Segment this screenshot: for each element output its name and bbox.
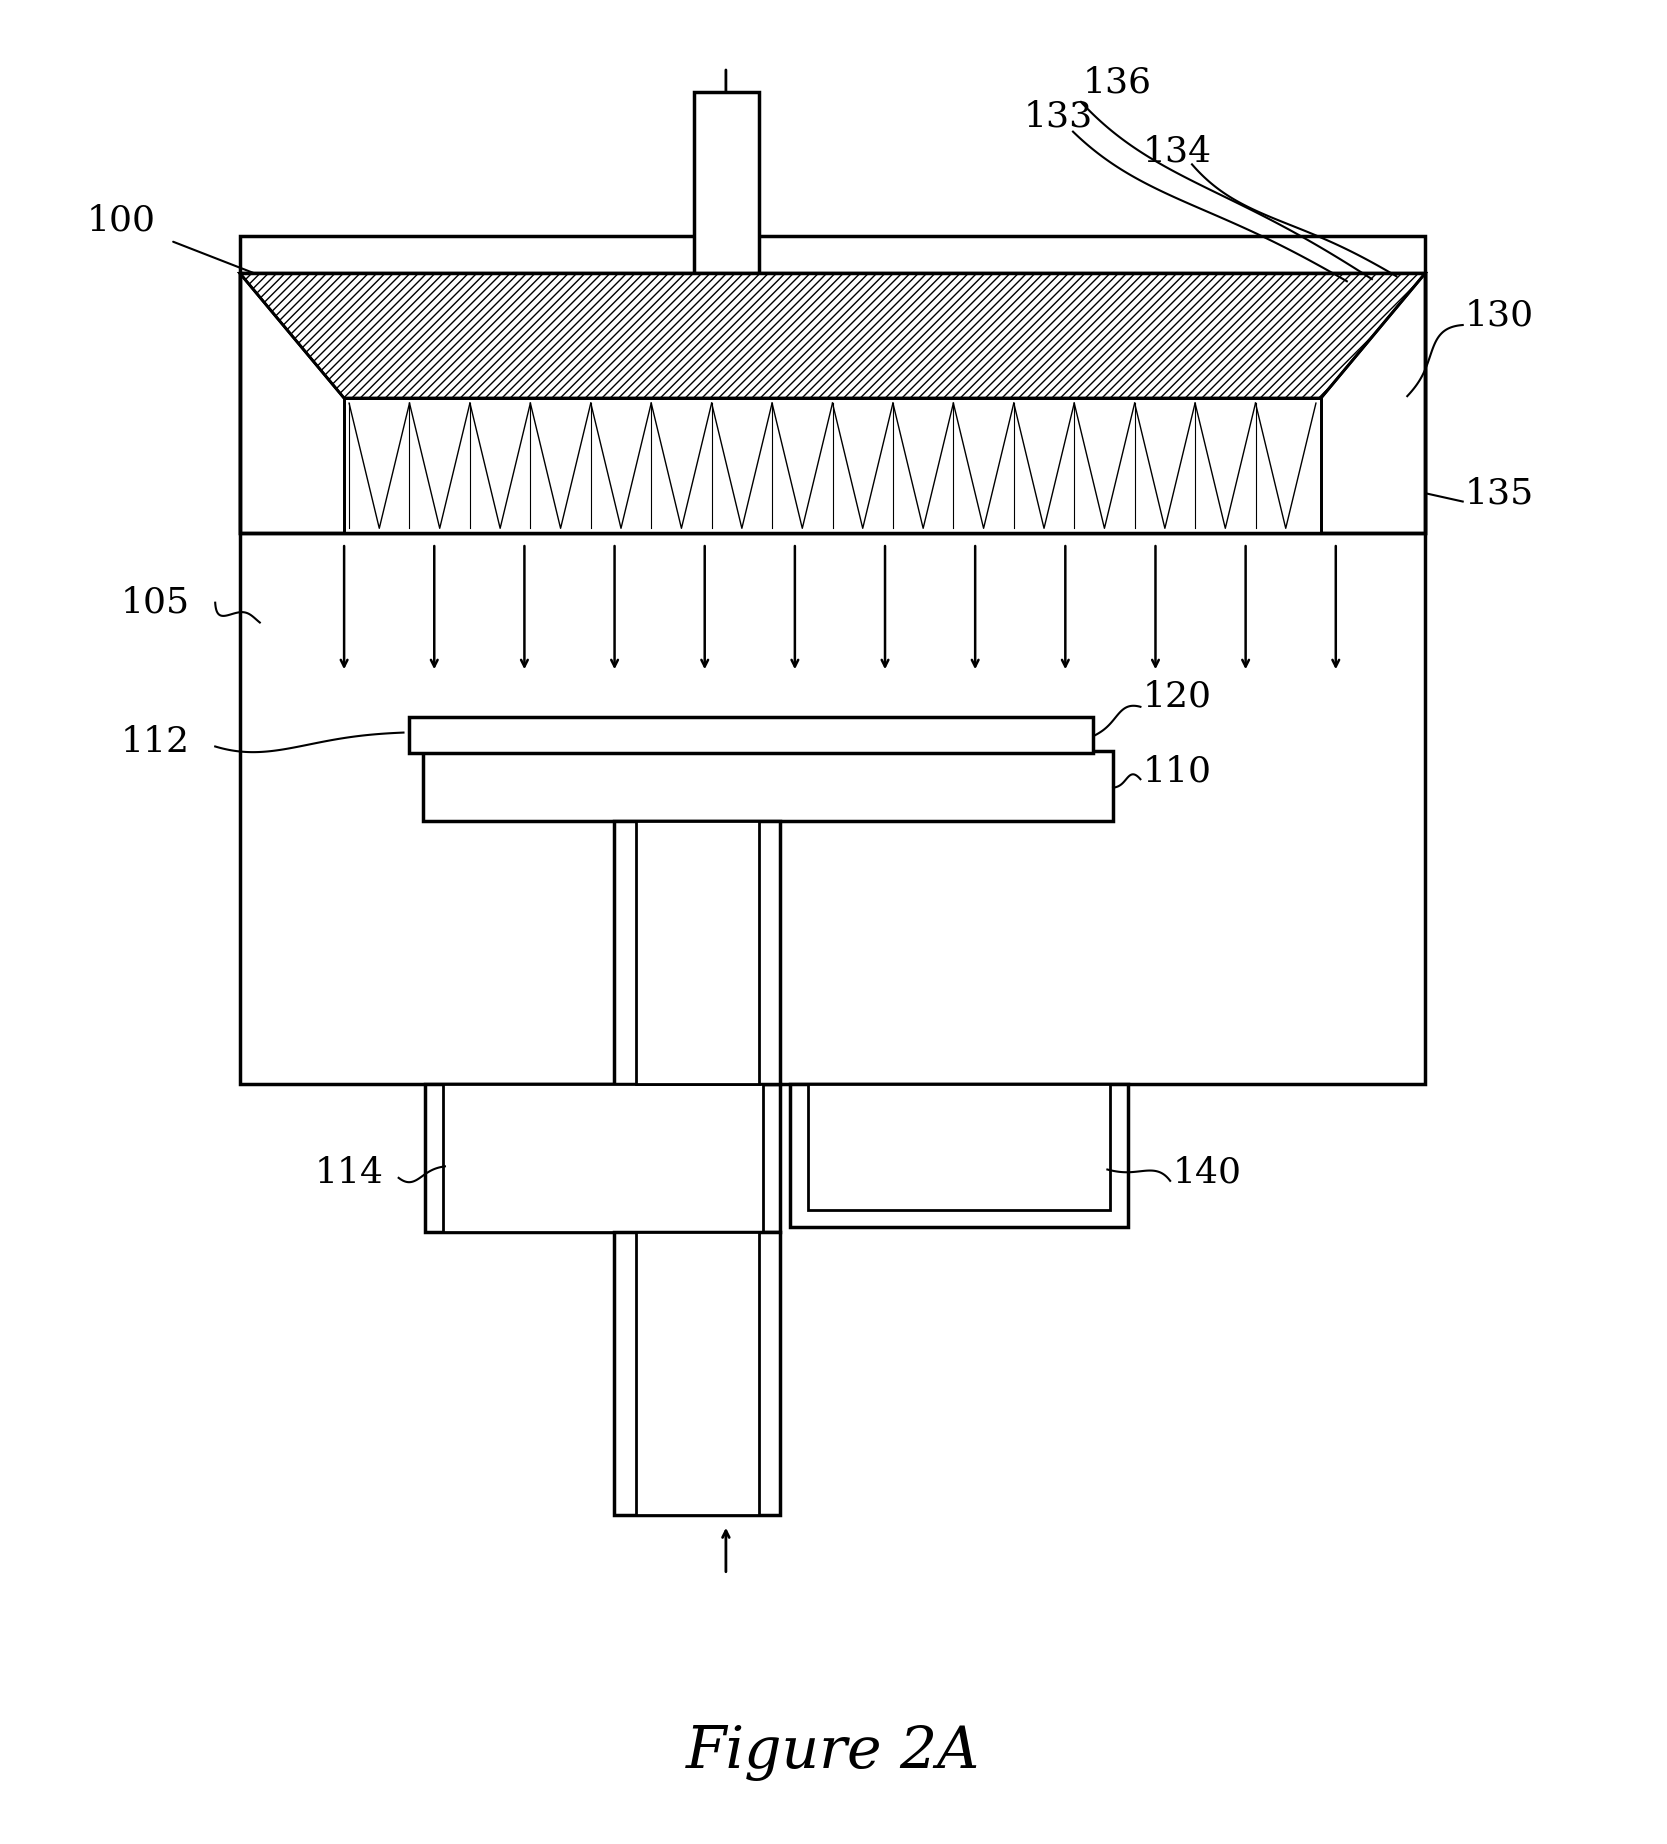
Bar bbox=[240, 273, 1425, 533]
Text: Figure 2A: Figure 2A bbox=[687, 1724, 980, 1781]
Polygon shape bbox=[240, 273, 1425, 398]
Bar bbox=[635, 821, 758, 1084]
Bar bbox=[808, 1084, 1110, 1210]
Bar bbox=[408, 717, 1094, 754]
Text: 136: 136 bbox=[1084, 65, 1152, 100]
Text: 100: 100 bbox=[87, 205, 155, 238]
Text: 110: 110 bbox=[1142, 754, 1212, 787]
Text: 133: 133 bbox=[1024, 100, 1092, 135]
Bar bbox=[443, 1084, 762, 1232]
Bar bbox=[613, 821, 780, 1084]
Bar bbox=[790, 1084, 1127, 1228]
Text: 134: 134 bbox=[1142, 135, 1212, 168]
Text: 120: 120 bbox=[1142, 680, 1212, 714]
Text: 140: 140 bbox=[1172, 1156, 1242, 1189]
Polygon shape bbox=[343, 398, 1320, 533]
Text: 105: 105 bbox=[122, 586, 190, 620]
Bar bbox=[423, 752, 1112, 821]
Text: 130: 130 bbox=[1465, 299, 1534, 332]
Text: 114: 114 bbox=[315, 1156, 383, 1189]
Bar bbox=[613, 1232, 780, 1516]
Bar bbox=[693, 92, 758, 273]
Bar bbox=[240, 236, 1425, 1084]
Bar bbox=[635, 1232, 758, 1516]
Bar bbox=[425, 1084, 780, 1232]
Bar bbox=[240, 273, 1425, 533]
Text: 112: 112 bbox=[122, 725, 190, 758]
Text: 135: 135 bbox=[1465, 476, 1534, 511]
